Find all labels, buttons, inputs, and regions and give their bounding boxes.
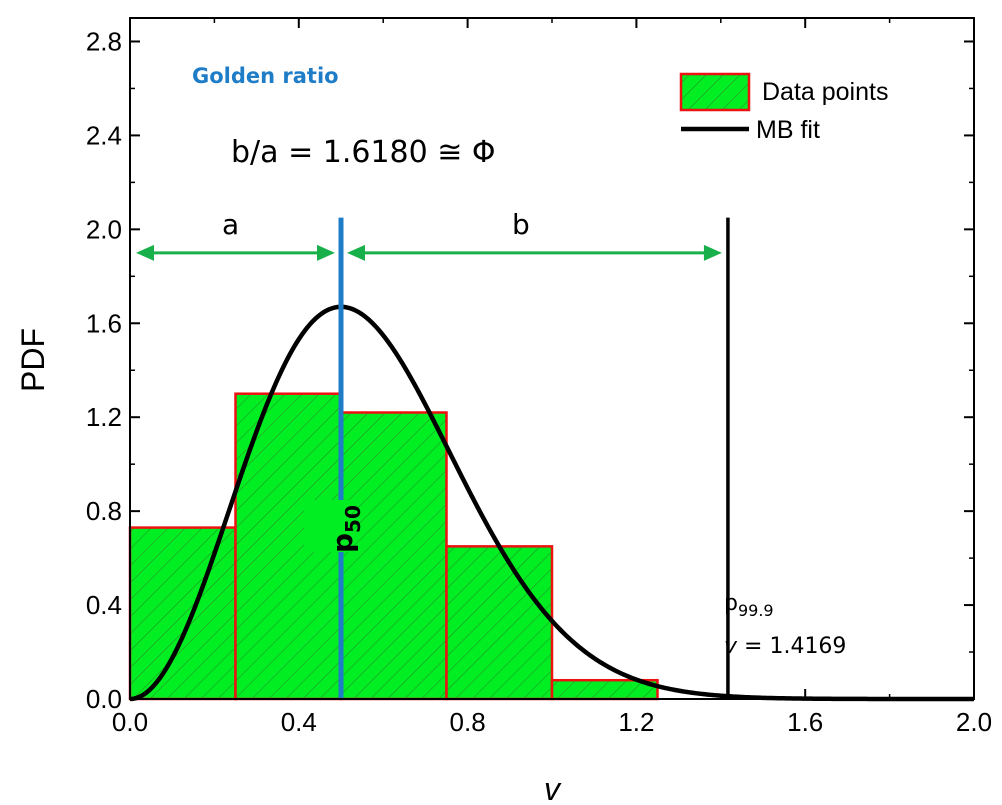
ratio-equation: b/a = 1.6180 ≅ Φ [231,135,496,170]
arrow-head-right [317,244,335,261]
p50-label: p50 [326,505,365,553]
x-tick-label: 0.8 [450,707,486,737]
y-tick-label: 1.2 [86,402,122,432]
golden-ratio-label: Golden ratio [192,64,339,88]
p999-value: v = 1.4169 [724,634,846,659]
y-tick-label: 2.0 [86,214,122,244]
arrow-a [136,244,335,261]
plot-frame [129,17,975,700]
y-tick-label: 1.6 [86,308,122,338]
y-axis-title: PDF [15,328,51,392]
x-tick-label: 2.0 [956,707,992,737]
y-tick-label: 0.0 [86,684,122,714]
histogram-bars [128,392,659,701]
y-tick-label: 2.4 [86,120,122,150]
arrow-b-label: b [512,208,530,241]
arrow-b [347,244,722,261]
y-tick-label: 0.8 [86,496,122,526]
legend: Data points MB fit [679,72,888,144]
histogram-bar [339,411,448,701]
legend-label-data-points: Data points [762,78,888,106]
arrow-head-right [703,244,722,261]
p50-label-background [304,500,352,552]
arrow-a-label: a [222,208,239,241]
x-tick-label: 1.6 [787,707,823,737]
dimension-arrows [136,244,722,261]
tick-labels: 0.0 0.4 0.8 1.2 1.6 2.0 0.0 0.4 0.8 1.2 1.6 2.0 2.4 2… [86,26,992,737]
x-tick-label: 0.4 [281,707,317,737]
x-tick-label: 1.2 [618,707,654,737]
histogram-bar [445,545,554,701]
histogram-bar [128,526,237,701]
legend-label-mb-fit: MB fit [756,116,820,144]
arrow-head-left [136,244,154,261]
x-axis-title: v [544,771,562,805]
y-tick-label: 0.4 [86,590,122,620]
y-tick-label: 2.8 [86,26,122,56]
arrow-head-left [347,244,365,261]
legend-swatch-data-points [679,72,751,112]
x-tick-label: 0.0 [112,707,148,737]
p999-label: p99.9 [724,591,774,620]
